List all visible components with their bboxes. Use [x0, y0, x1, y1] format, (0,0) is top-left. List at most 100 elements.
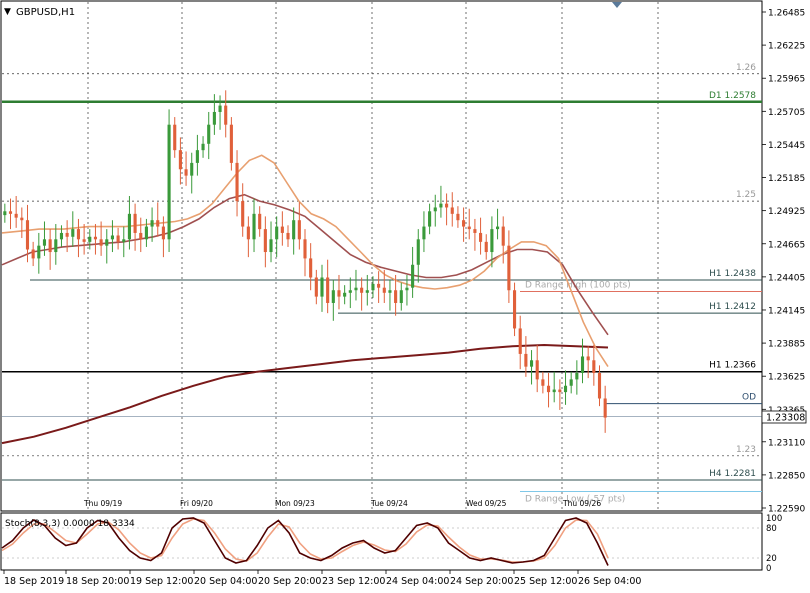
candle-body — [122, 239, 126, 242]
price-tick-label: 1.23625 — [768, 373, 805, 383]
candle-body — [326, 277, 330, 303]
candle-body — [439, 203, 443, 208]
level-label: H1 1.2412 — [709, 302, 756, 312]
time-tick-label: 20 Sep 04:00 — [194, 576, 257, 587]
candle-body — [501, 226, 505, 246]
candle-body — [337, 290, 341, 297]
level-label: D1 1.2578 — [709, 91, 756, 101]
candle-body — [320, 277, 324, 297]
level-label: 1.23 — [736, 445, 756, 455]
candle-body — [3, 211, 7, 216]
date-separator-label: Tue 09/24 — [370, 499, 408, 508]
candle-body — [156, 220, 160, 227]
time-tick-label: 24 Sep 04:00 — [386, 576, 449, 587]
candle-body — [388, 290, 392, 293]
candle-body — [252, 213, 256, 240]
candle-body — [258, 213, 262, 230]
candle-body — [65, 232, 69, 237]
candle-body — [269, 239, 273, 253]
candle-body — [535, 360, 539, 380]
candle-body — [25, 220, 30, 250]
candle-body — [42, 239, 47, 246]
candle-body — [207, 124, 211, 144]
candle-body — [529, 360, 534, 367]
time-tick-label: 18 Sep 2019 — [4, 576, 64, 587]
candle-body — [507, 245, 511, 291]
candle-body — [76, 229, 81, 240]
candle-body — [139, 232, 143, 240]
fast-ma-line — [1, 154, 609, 368]
candle-body — [292, 220, 296, 240]
level-label: D Range Low (-57 pts) — [525, 494, 625, 504]
candle-body — [20, 217, 24, 221]
candle-body — [144, 226, 148, 240]
stochastic-lines — [1, 517, 762, 566]
candle-body — [105, 239, 109, 246]
candle-body — [394, 290, 398, 303]
time-tick-label: 19 Sep 12:00 — [130, 576, 193, 587]
candles — [3, 90, 607, 433]
candle-body — [48, 239, 52, 253]
stoch-tick-label: 80 — [766, 524, 777, 534]
candle-body — [195, 150, 199, 163]
candle-body — [462, 220, 466, 227]
chart-shift-marker-icon[interactable] — [612, 2, 622, 8]
time-tick-label: 25 Sep 12:00 — [514, 576, 577, 587]
chart-title: GBPUSD,H1 — [16, 7, 75, 18]
price-tick-label: 1.24405 — [768, 273, 805, 283]
candle-body — [93, 236, 98, 240]
candle-body — [558, 389, 562, 393]
candle-body — [484, 241, 488, 253]
date-separator-label: Wed 09/25 — [466, 499, 507, 508]
stoch-tick-label: 100 — [766, 514, 782, 524]
price-tick-label: 1.24925 — [768, 207, 805, 217]
time-tick-label: 18 Sep 20:00 — [66, 576, 129, 587]
candle-body — [541, 379, 545, 386]
candle-body — [546, 385, 551, 393]
candle-body — [456, 213, 460, 221]
candle-body — [473, 229, 477, 233]
candle-body — [241, 201, 245, 227]
candle-body — [71, 229, 75, 237]
candle-body — [235, 162, 239, 202]
candle-body — [512, 290, 517, 329]
candle-body — [229, 124, 233, 163]
candle-body — [331, 290, 335, 303]
candle-body — [371, 283, 375, 291]
candle-body — [167, 124, 171, 240]
date-separator-label: Mon 09/23 — [275, 499, 315, 508]
candle-body — [37, 245, 41, 259]
candle-body — [99, 239, 103, 246]
candle-body — [377, 283, 381, 288]
candle-body — [88, 236, 92, 242]
candle-body — [224, 105, 228, 125]
candle-body — [161, 226, 165, 240]
price-tick-label: 1.24145 — [768, 306, 805, 316]
price-tick-label: 1.25445 — [768, 141, 805, 151]
candle-body — [8, 211, 13, 214]
main-plot-frame — [0, 0, 763, 512]
level-label: H4 1.2281 — [709, 469, 756, 479]
candle-body — [382, 287, 386, 293]
candle-body — [173, 124, 177, 151]
candle-body — [110, 235, 114, 240]
candle-body — [133, 213, 137, 233]
price-levels: 1.26 D1 1.2578 1.25 H1 1.2438 D Range High (… — [2, 63, 762, 504]
price-tick-label: 1.26225 — [768, 42, 805, 52]
dropdown-arrow-icon[interactable]: ▼ — [4, 7, 11, 17]
candle-body — [518, 328, 522, 354]
candle-body — [201, 143, 205, 151]
candle-body — [116, 235, 120, 242]
time-tick-label: 24 Sep 20:00 — [450, 576, 513, 587]
price-tick-label: 1.24665 — [768, 240, 805, 250]
stoch-tick-label: 20 — [766, 554, 777, 564]
moving-averages — [1, 154, 609, 445]
price-tick-label: 1.22850 — [768, 471, 805, 481]
candle-body — [354, 287, 358, 291]
slow-ma-line — [1, 343, 609, 445]
price-tick-label: 1.26485 — [768, 9, 805, 19]
stoch-tick-label: 0 — [766, 564, 771, 574]
level-label: OD — [742, 393, 756, 403]
